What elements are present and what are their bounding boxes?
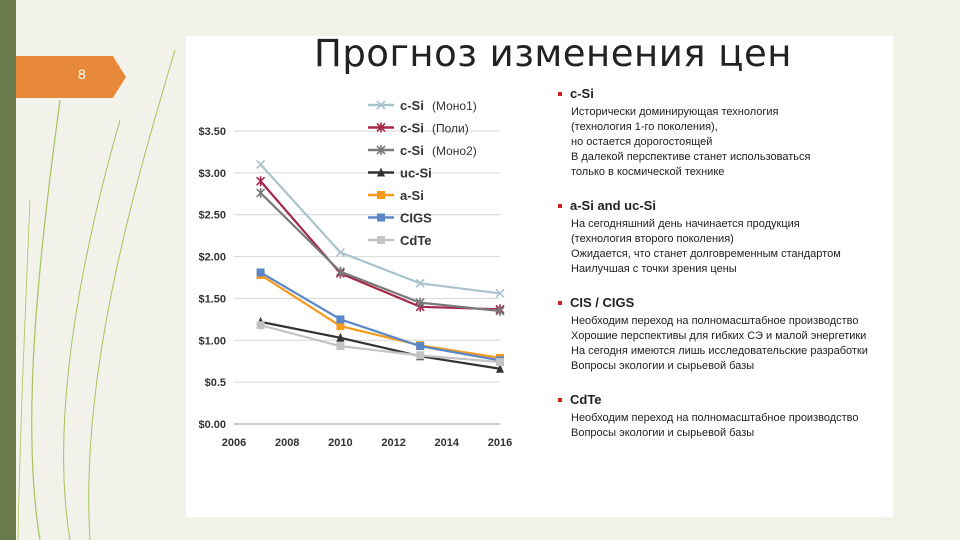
legend-label: c-Si: [400, 143, 424, 158]
series-line: [260, 274, 501, 359]
y-tick-label: $1.00: [198, 335, 226, 347]
legend-label: CIGS: [400, 211, 432, 226]
bullet-icon: [558, 300, 562, 305]
series-line: [259, 192, 501, 313]
note-line: Вопросы экологии и сырьевой базы: [571, 427, 755, 439]
x-tick-label: 2016: [488, 437, 512, 449]
note-title-text: a-Si and uc-Si: [570, 198, 656, 213]
legend-note: (Моно1): [432, 99, 477, 113]
data-point: [496, 358, 504, 367]
note-line: На сегодняшний день начинается продукция: [571, 218, 800, 230]
note-line: Вопросы экологии и сырьевой базы: [571, 360, 755, 372]
note-line: Исторически доминирующая технология: [571, 106, 779, 118]
series-line: [260, 324, 501, 364]
note-line: Наилучшая с точки зрения цены: [571, 263, 737, 275]
technology-notes: c-Si Исторически доминирующая технология (…: [558, 86, 888, 451]
note-block: CdTe Необходим переход на полномасштабное…: [558, 392, 888, 441]
note-title-text: c-Si: [570, 86, 594, 101]
bullet-icon: [558, 397, 562, 402]
y-tick-label: $2.50: [198, 210, 226, 222]
x-tick-label: 2012: [381, 437, 405, 449]
note-block: c-Si Исторически доминирующая технология (…: [558, 86, 888, 180]
data-point: [335, 266, 345, 277]
slide-title: Прогноз изменения цен: [314, 32, 792, 75]
y-tick-label: $1.50: [198, 293, 226, 305]
data-point: [256, 321, 265, 330]
series-line: [259, 180, 501, 311]
data-point: [256, 176, 266, 187]
decorative-lines: [17, 49, 176, 540]
note-block: CIS / CIGS Необходим переход на полномасш…: [558, 295, 888, 374]
price-forecast-chart: $0.00 $0.5 $1.00 $1.50 $2.00 $2.50 $3.00 $3.50 2…: [198, 98, 512, 449]
legend-note: (Моно2): [432, 144, 477, 158]
series-line: [260, 320, 501, 370]
y-tick-label: $3.00: [198, 168, 226, 180]
data-point: [376, 145, 386, 155]
note-title: CdTe: [558, 392, 888, 407]
data-point: [256, 268, 265, 277]
legend-label: CdTe: [400, 233, 432, 248]
note-line: Ожидается, что станет долговременным ста…: [571, 248, 841, 260]
note-title: c-Si: [558, 86, 888, 101]
data-point: [377, 213, 385, 222]
data-point: [335, 247, 345, 257]
note-title-text: CdTe: [570, 392, 602, 407]
series-line: [260, 271, 501, 362]
slide-number-tab: [16, 56, 126, 98]
data-point: [336, 342, 345, 351]
note-line: только в космической технике: [571, 166, 725, 178]
note-line: Хорошие перспективы для гибких СЭ и мало…: [571, 330, 867, 342]
note-line: (технология 1-го поколения),: [571, 121, 718, 133]
legend-label: c-Si: [400, 98, 424, 113]
y-tick-label: $3.50: [198, 126, 226, 138]
legend-label: uc-Si: [400, 166, 432, 181]
data-point: [336, 332, 345, 342]
x-tick-label: 2014: [435, 437, 460, 449]
data-point: [416, 351, 425, 360]
legend-label: a-Si: [400, 188, 424, 203]
note-line: Необходим переход на полномасштабное про…: [571, 412, 859, 424]
data-point: [336, 315, 345, 324]
legend-note: (Поли): [432, 122, 469, 136]
y-tick-label: $0.5: [205, 377, 226, 389]
data-point: [256, 187, 266, 198]
note-title: a-Si and uc-Si: [558, 198, 888, 213]
note-line: (технология второго поколения): [571, 233, 734, 245]
note-line: Необходим переход на полномасштабное про…: [571, 315, 859, 327]
y-tick-label: $0.00: [198, 419, 226, 431]
note-block: a-Si and uc-Si На сегодняшний день начина…: [558, 198, 888, 277]
data-point: [256, 159, 266, 170]
note-line: В далекой перспективе станет использоват…: [571, 151, 811, 163]
data-point: [415, 297, 425, 308]
y-tick-label: $2.00: [198, 252, 226, 264]
note-line: но остается дорогостоящей: [571, 136, 713, 148]
x-tick-label: 2006: [222, 437, 246, 449]
note-line: На сегодня имеются лишь исследовательски…: [571, 345, 868, 357]
data-point: [377, 167, 385, 177]
series-line: [259, 163, 501, 295]
legend-label: c-Si: [400, 121, 424, 136]
note-title-text: CIS / CIGS: [570, 295, 635, 310]
slide-number: 8: [78, 66, 86, 82]
data-point: [495, 288, 505, 298]
bullet-icon: [558, 203, 562, 208]
data-point: [376, 100, 386, 110]
content-panel: [186, 36, 893, 517]
data-point: [377, 191, 385, 199]
bullet-icon: [558, 91, 562, 96]
data-point: [336, 322, 345, 331]
data-point: [415, 278, 425, 288]
left-accent-bar: [0, 0, 16, 540]
x-tick-label: 2010: [328, 437, 352, 449]
data-point: [376, 122, 386, 133]
data-point: [377, 236, 385, 244]
data-point: [416, 342, 425, 351]
note-title: CIS / CIGS: [558, 295, 888, 310]
data-point: [495, 305, 505, 316]
x-tick-label: 2008: [275, 437, 299, 449]
data-point: [496, 363, 504, 373]
